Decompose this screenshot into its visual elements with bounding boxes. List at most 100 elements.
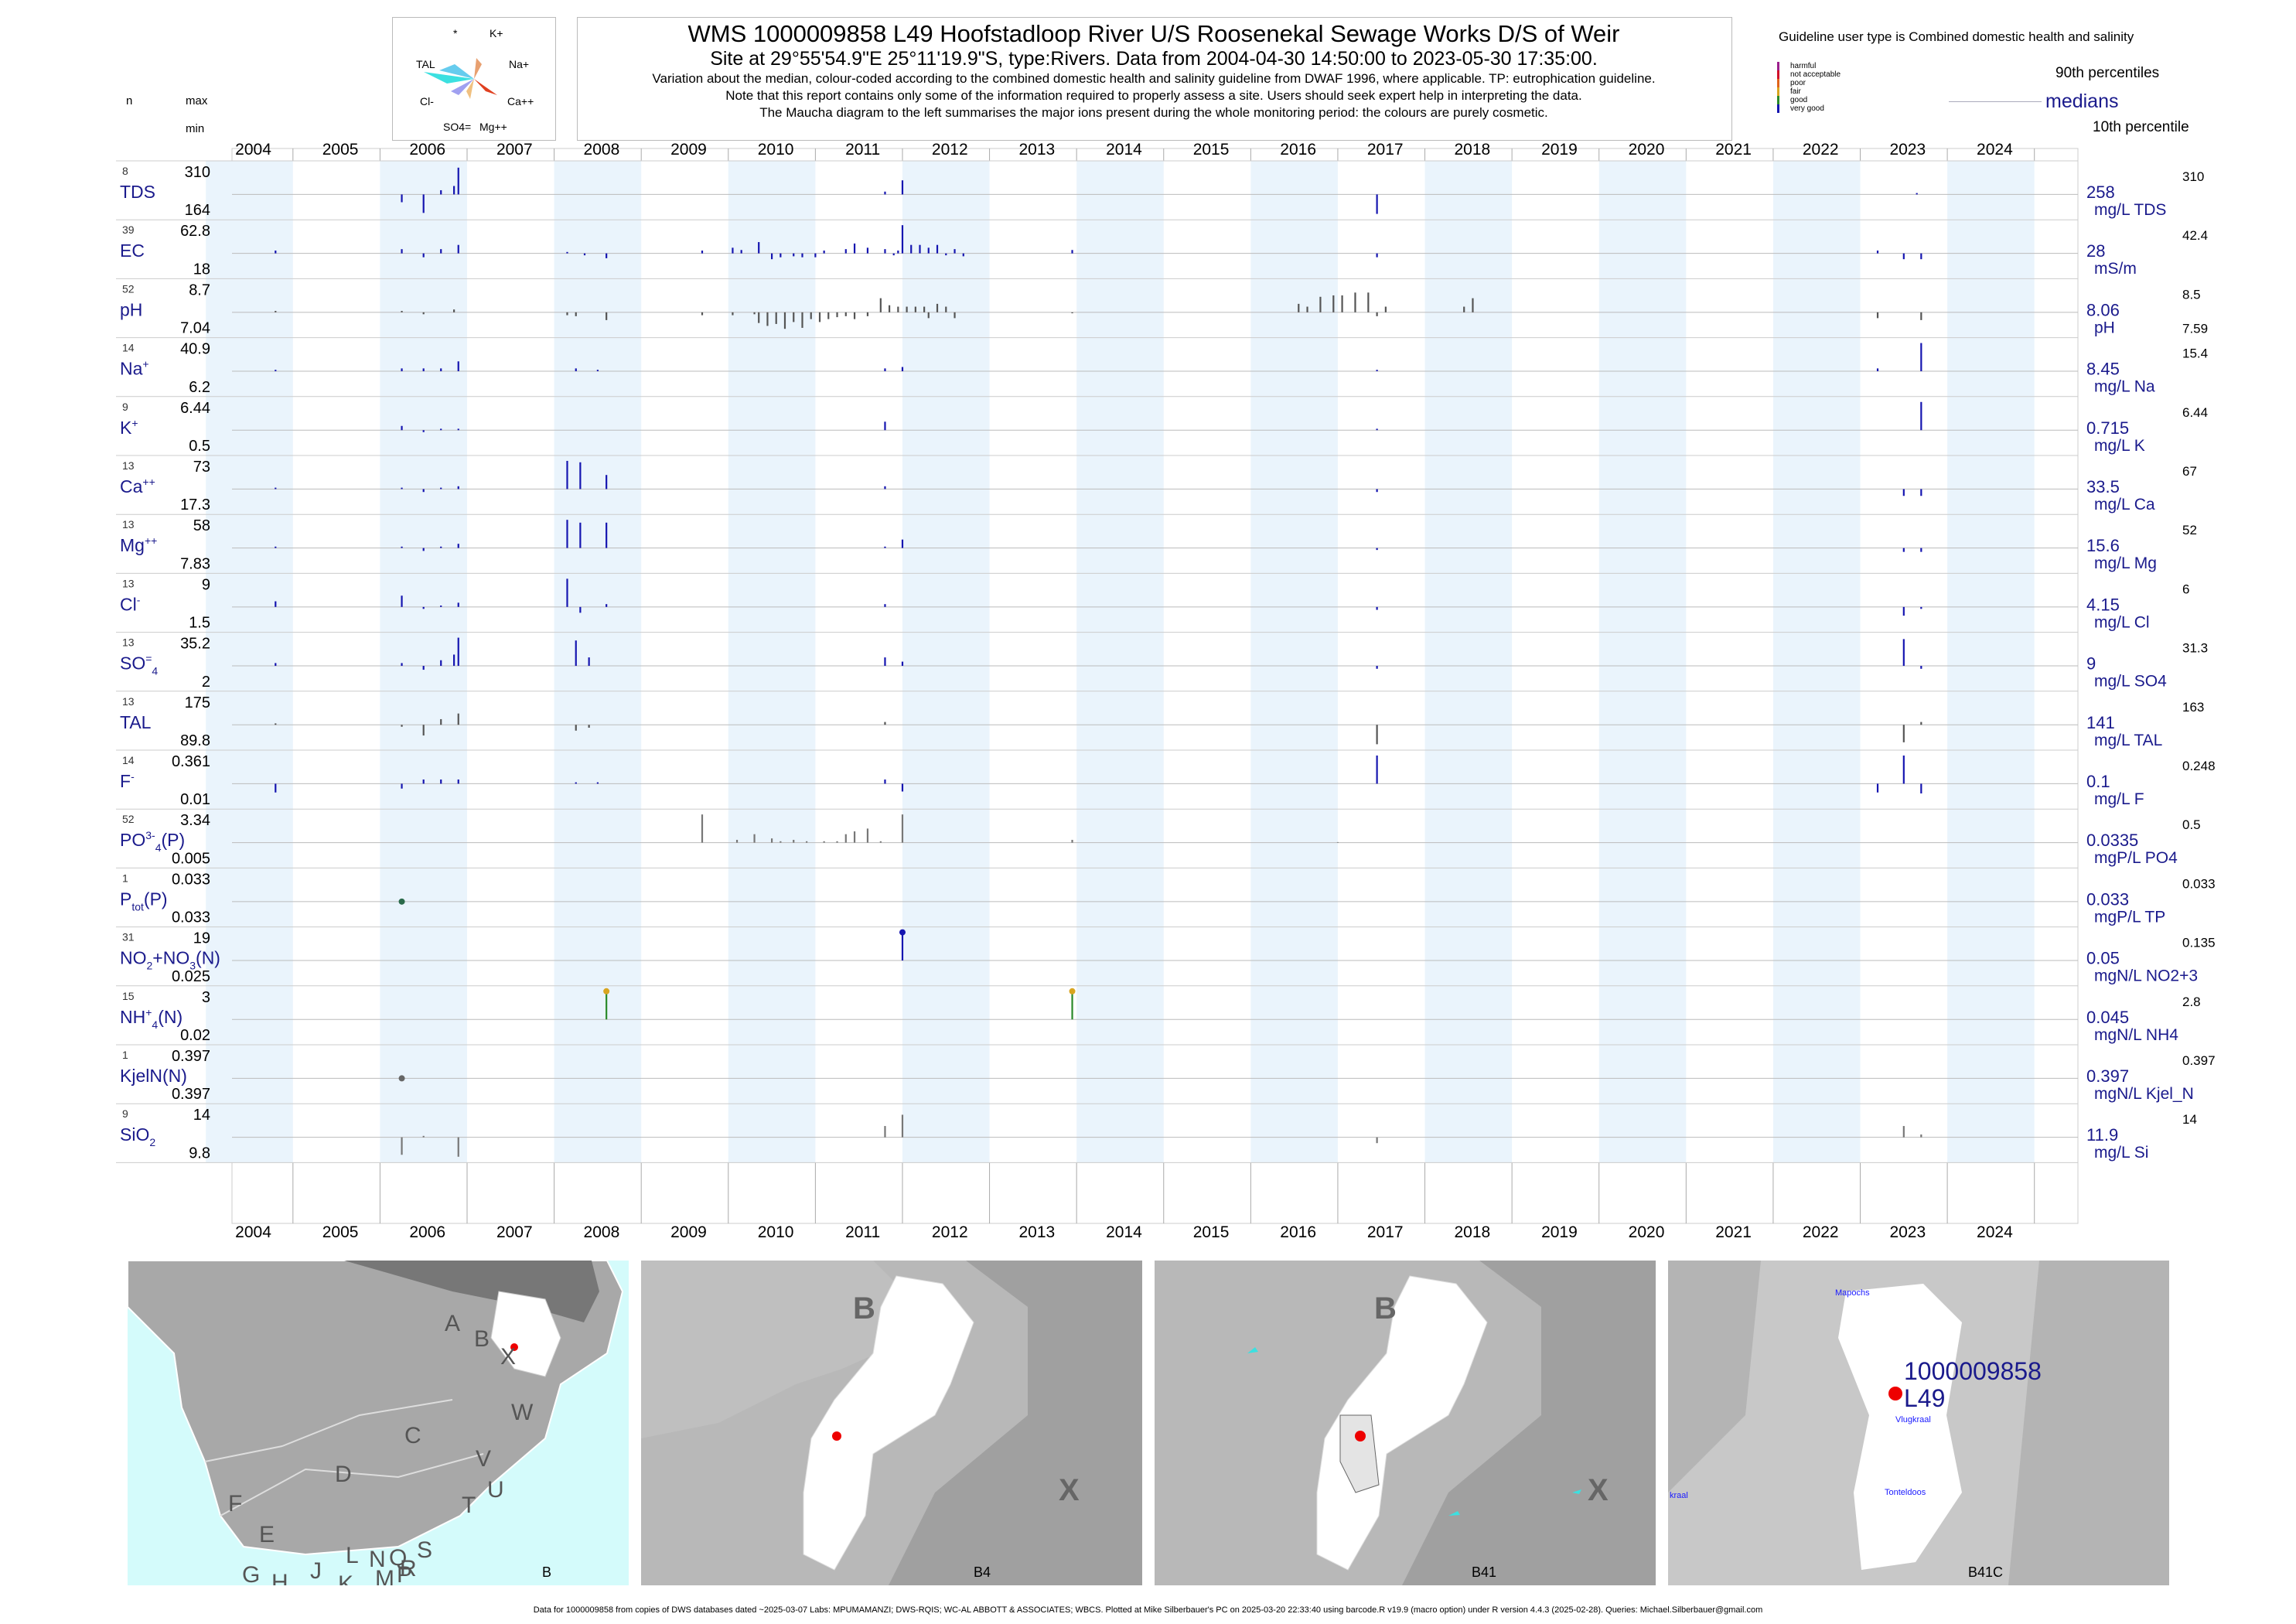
panel-n: 9 [122, 1107, 128, 1120]
year-tick-label: 2021 [1715, 141, 1752, 159]
barcode-chart: 2004 2004 2005 2005 2006 2006 2007 2007 2008 2008… [116, 141, 2216, 1241]
year-tick-label: 2016 [1280, 141, 1316, 159]
guideline-item: fair [1790, 87, 1801, 96]
panel-max: 40.9 [180, 341, 210, 358]
maucha-diagram [424, 58, 497, 99]
map-region-letter: S [417, 1537, 433, 1563]
map-southern-africa-label: B [542, 1564, 552, 1580]
panel-p10: 7.59 [2182, 322, 2208, 336]
map-region-letter: H [271, 1570, 288, 1585]
map-region-letter: L [346, 1543, 359, 1568]
year-band [902, 161, 990, 1163]
panel-min: 164 [185, 202, 210, 219]
median-legend-line [1949, 101, 2042, 102]
guideline-swatch [1777, 70, 1779, 79]
n-header: n [126, 94, 133, 107]
map-region-letter: B [474, 1326, 490, 1352]
panel-n: 13 [122, 518, 135, 531]
footer-note: Data for 1000009858 from copies of DWS d… [533, 1605, 1763, 1615]
map-region-letter: R [400, 1556, 417, 1581]
panel-max: 3.34 [180, 812, 210, 829]
panel-max: 58 [193, 517, 210, 534]
panel-p90: 8.5 [2182, 287, 2201, 302]
map-b41c-drawing [1668, 1261, 2169, 1585]
panel-variable-name: Ptot(P) [120, 889, 168, 913]
year-tick-label: 2019 [1541, 141, 1578, 159]
year-tick-label: 2005 [322, 141, 359, 159]
panel-n: 13 [122, 577, 135, 589]
map-b41-letter-b: B [1374, 1291, 1397, 1325]
map-b41c-label: B41C [1968, 1564, 2004, 1580]
panel-p90: 31.3 [2182, 641, 2208, 656]
panel-unit: mg/L Ca [2094, 496, 2155, 513]
title-block: WMS 1000009858 L49 Hoofstadloop River U/… [577, 20, 1731, 121]
chart-title: WMS 1000009858 L49 Hoofstadloop River U/… [687, 20, 1620, 47]
year-band [1598, 161, 1687, 1163]
map-region-letter: T [462, 1493, 476, 1518]
panel-p90: 0.397 [2182, 1053, 2216, 1068]
panel-max: 0.033 [172, 871, 210, 888]
year-tick-label: 2015 [1193, 141, 1230, 159]
panel-min: 2 [202, 674, 210, 691]
panel-n: 13 [122, 636, 135, 649]
chart-note-2: Note that this report contains only some… [725, 88, 1582, 103]
panel-median-value: 0.397 [2086, 1066, 2129, 1086]
panel-median-value: 8.06 [2086, 300, 2120, 319]
p10-legend: 10th percentile [2093, 119, 2189, 135]
guideline-item: poor [1790, 79, 1806, 87]
year-band [1424, 161, 1513, 1163]
maucha-label-so4: SO4= [443, 121, 472, 133]
maucha-label-ca: Ca++ [507, 95, 534, 107]
panel-p90: 67 [2182, 464, 2197, 479]
year-tick-label: 2012 [932, 1223, 968, 1241]
map-b41c-site-id: 1000009858 [1904, 1357, 2042, 1385]
panel-min: 0.005 [172, 850, 210, 867]
panel-unit: mg/L F [2094, 790, 2144, 808]
panel-unit: mg/L Mg [2094, 554, 2157, 572]
year-tick-label: 2023 [1889, 141, 1926, 159]
map-b41c-place-mapochs: Mapochs [1835, 1288, 1870, 1298]
panel-p90: 6.44 [2182, 405, 2208, 420]
panel-unit: mS/m [2094, 260, 2137, 278]
map-region-letter: W [511, 1400, 534, 1425]
panel-n: 52 [122, 813, 135, 825]
map-b4-letter-b: B [853, 1291, 875, 1325]
panel-n: 39 [122, 223, 135, 236]
panel-min: 89.8 [180, 732, 210, 749]
panel-min: 0.397 [172, 1086, 210, 1103]
map-region-letter: F [228, 1491, 243, 1517]
panel-min: 17.3 [180, 496, 210, 513]
guideline-swatch [1777, 104, 1779, 113]
year-tick-label: 2011 [845, 141, 880, 159]
year-tick-label: 2022 [1803, 1223, 1839, 1241]
panel-unit: pH [2094, 319, 2115, 336]
panel-variable-name: F- [120, 770, 135, 791]
chart-subtitle: Site at 29°55'54.9"E 25°11'19.9"S, type:… [710, 48, 1598, 70]
panel-median-value: 28 [2086, 241, 2105, 261]
panel-unit: mgN/L NO2+3 [2094, 967, 2198, 985]
maucha-label-na: Na+ [509, 58, 530, 70]
panel-variable-name: TDS [120, 182, 155, 202]
maucha-label-star: * [453, 27, 458, 39]
year-tick-label: 2012 [932, 141, 968, 159]
guideline-swatch [1777, 62, 1779, 70]
year-tick-label: 2004 [235, 141, 271, 159]
year-tick-label: 2007 [496, 1223, 533, 1241]
max-header: max [186, 94, 208, 107]
panel-unit: mg/L SO4 [2094, 673, 2167, 691]
map-region-letter: D [335, 1462, 352, 1487]
chart-note-1: Variation about the median, colour-coded… [652, 71, 1656, 86]
panel-median-value: 4.15 [2086, 595, 2120, 614]
year-band [1250, 161, 1338, 1163]
map-b41c-place-kraal: kraal [1670, 1491, 1688, 1500]
maucha-label-k: K+ [490, 27, 503, 39]
panel-median-value: 0.045 [2086, 1008, 2129, 1027]
panel-min: 0.02 [180, 1027, 210, 1044]
panel-variable-name: Cl- [120, 593, 141, 614]
map-region-letter: X [500, 1344, 517, 1370]
map-b4: B X B4 [641, 1261, 1142, 1585]
year-band [1947, 161, 2035, 1163]
map-b41-label: B41 [1472, 1564, 1497, 1580]
panel-min: 0.025 [172, 968, 210, 985]
